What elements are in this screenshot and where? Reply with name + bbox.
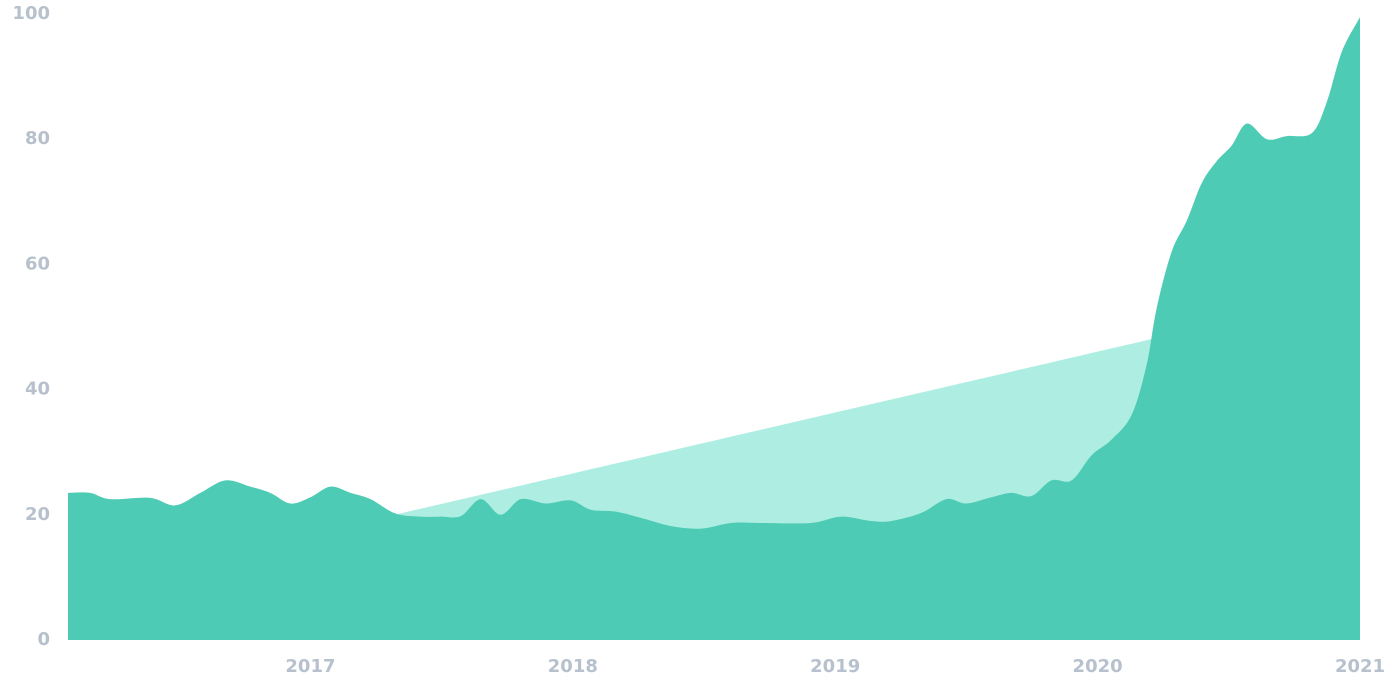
y-tick-label: 80	[25, 128, 50, 149]
y-tick-label: 40	[25, 379, 50, 400]
x-tick-label: 2020	[1073, 656, 1123, 677]
x-tick-label: 2018	[548, 656, 598, 677]
x-tick-label: 2017	[285, 656, 335, 677]
y-tick-label: 0	[37, 629, 50, 650]
x-tick-label: 2019	[810, 656, 860, 677]
area	[68, 17, 1360, 640]
y-tick-label: 60	[25, 253, 50, 274]
y-tick-label: 100	[12, 3, 50, 24]
x-tick-label: 2021	[1335, 656, 1385, 677]
y-tick-label: 20	[25, 504, 50, 525]
